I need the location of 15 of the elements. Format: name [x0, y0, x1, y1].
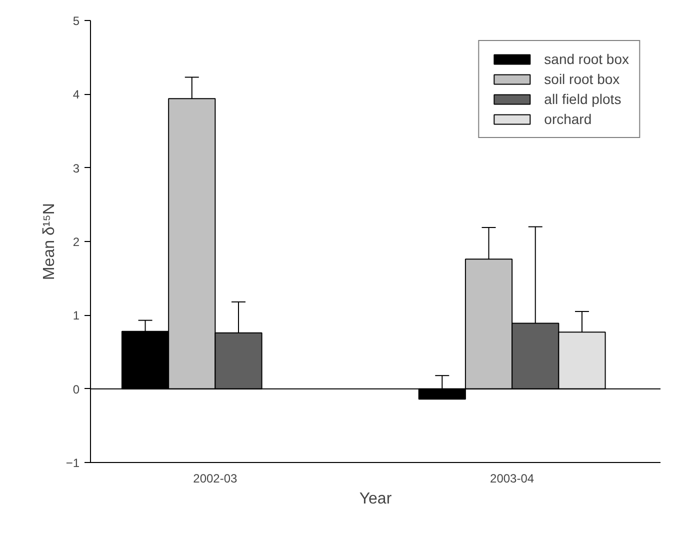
y-tick-label: 2 — [72, 235, 80, 249]
y-tick-label: 4 — [72, 88, 80, 102]
y-tick-label: 5 — [72, 14, 80, 28]
x-tick-label: 2003-04 — [490, 472, 534, 486]
legend-label: soil root box — [544, 71, 620, 87]
y-axis-title: Mean δ¹⁵N — [40, 203, 58, 280]
legend-label: sand root box — [544, 51, 629, 67]
y-tick-label: −1 — [66, 456, 80, 470]
x-tick-label: 2002-03 — [193, 472, 238, 486]
y-tick-label: 1 — [72, 308, 80, 323]
y-tick-label: 3 — [72, 161, 80, 176]
legend-label: all field plots — [544, 91, 622, 107]
x-axis-title: Year — [359, 490, 392, 508]
y-tick-label: 0 — [72, 382, 80, 396]
legend-label: orchard — [544, 111, 592, 127]
